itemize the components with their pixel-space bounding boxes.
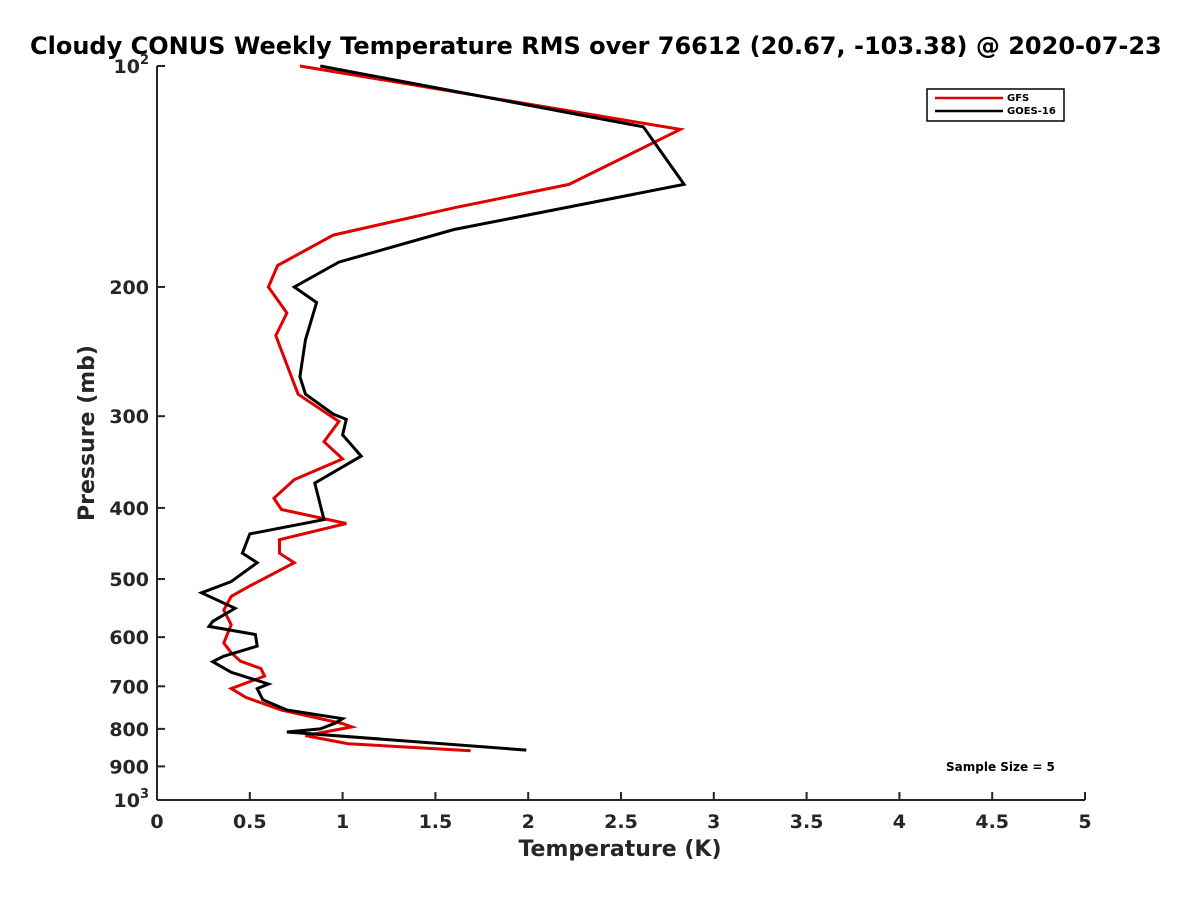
y-tick-base: 300 (109, 406, 149, 428)
y-tick-exponent: 3 (140, 787, 149, 802)
x-tick-label: 2.5 (604, 811, 638, 833)
series-line-goes16 (197, 64, 687, 752)
legend-label-goes16: GOES-16 (1007, 106, 1056, 117)
x-tick-label: 5 (1078, 811, 1091, 833)
y-tick-label: 800 (109, 719, 149, 741)
y-tick-label: 400 (109, 498, 149, 520)
x-axis-label: Temperature (K) (518, 837, 721, 862)
x-tick-label: 2 (522, 811, 535, 833)
x-tick-label: 1.5 (419, 811, 453, 833)
y-tick-exponent: 2 (140, 53, 149, 68)
y-tick-base: 700 (109, 676, 149, 698)
series-layer (197, 64, 687, 753)
series-line-gfs (222, 64, 686, 753)
y-tick-base: 10 (114, 790, 140, 812)
y-tick-label: 700 (109, 676, 149, 698)
x-tick-label: 3 (707, 811, 720, 833)
x-tick-label: 4 (893, 811, 906, 833)
y-tick-base: 900 (109, 756, 149, 778)
y-tick-label: 102 (114, 53, 150, 78)
y-tick-base: 400 (109, 498, 149, 520)
y-tick-label: 600 (109, 627, 149, 649)
legend: GFS GOES-16 (926, 88, 1065, 122)
chart-title: Cloudy CONUS Weekly Temperature RMS over… (30, 32, 1162, 60)
y-tick-base: 500 (109, 569, 149, 591)
y-tick-base: 800 (109, 719, 149, 741)
x-tick-label: 0 (150, 811, 163, 833)
y-tick-base: 200 (109, 277, 149, 299)
y-axis-label: Pressure (mb) (75, 345, 100, 521)
y-tick-label: 200 (109, 277, 149, 299)
y-tick-base: 600 (109, 627, 149, 649)
y-tick-label: 900 (109, 756, 149, 778)
y-tick-base: 10 (114, 56, 140, 78)
y-tick-label: 300 (109, 406, 149, 428)
axes: 0 0.5 1 1.5 2 2.5 3 3.5 4 4.5 51022003004005006007… (109, 53, 1091, 833)
legend-box (926, 88, 1065, 122)
legend-label-gfs: GFS (1007, 93, 1029, 104)
x-tick-label: 4.5 (975, 811, 1009, 833)
x-tick-label: 3.5 (790, 811, 824, 833)
sample-size-annotation: Sample Size = 5 (946, 760, 1055, 774)
x-tick-label: 0.5 (233, 811, 267, 833)
y-tick-label: 103 (114, 787, 150, 812)
x-tick-label: 1 (336, 811, 349, 833)
y-tick-label: 500 (109, 569, 149, 591)
